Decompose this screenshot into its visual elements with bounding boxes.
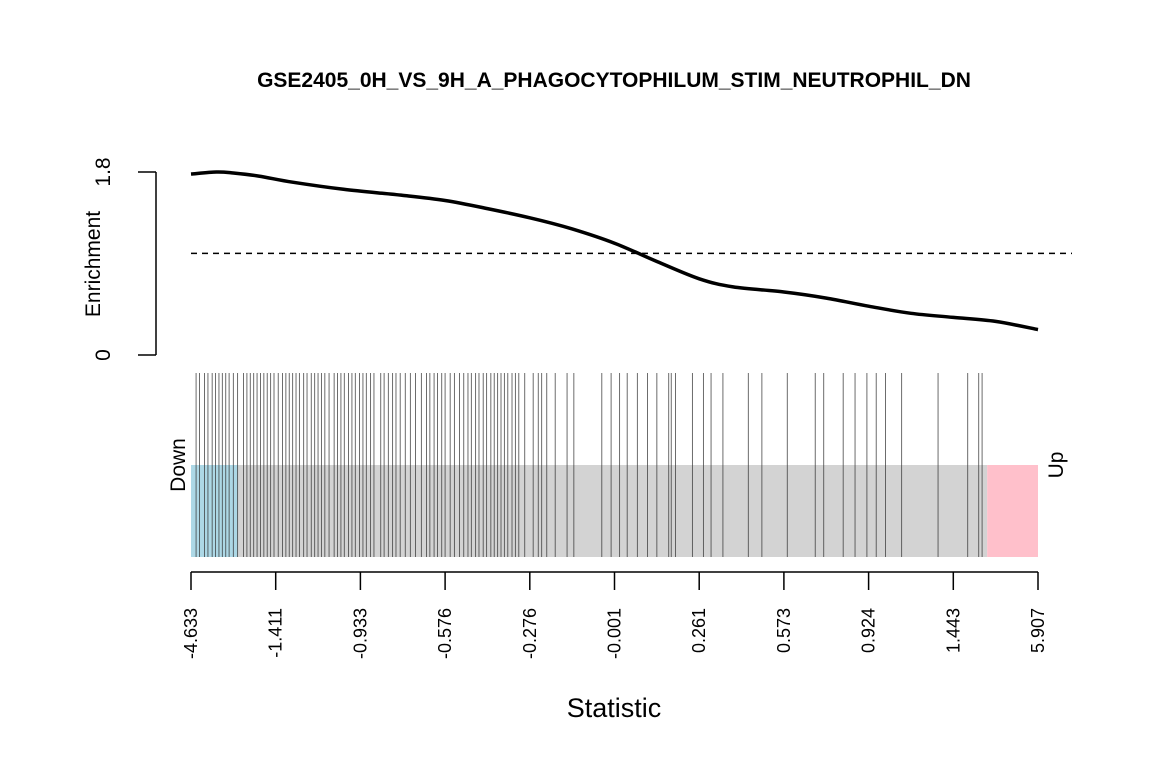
- y-tick-label-min: 0: [92, 349, 115, 361]
- band-middle: [237, 465, 988, 557]
- x-axis: -4.633 -1.411 -0.933 -0.576 -0.276 -0.001 0.26…: [181, 571, 1048, 723]
- x-axis-label: Statistic: [567, 693, 662, 723]
- down-label: Down: [167, 438, 190, 492]
- x-tick-label: 0.924: [859, 608, 879, 653]
- x-tick-label: -0.001: [605, 608, 625, 659]
- band-up: [987, 465, 1038, 557]
- x-tick-label: 5.907: [1028, 608, 1048, 653]
- y-tick-label-max: 1.8: [92, 157, 115, 186]
- chart-title: GSE2405_0H_VS_9H_A_PHAGOCYTOPHILUM_STIM_…: [257, 69, 971, 92]
- barcode-panel: Down Up: [167, 373, 1068, 557]
- x-tick-label: 0.573: [774, 608, 794, 653]
- band-down: [191, 465, 238, 557]
- x-tick-label: -4.633: [181, 608, 201, 659]
- x-tick-label: -0.933: [350, 608, 370, 659]
- enrichment-panel: 1.8 0 Enrichment: [82, 157, 1072, 361]
- x-tick-label: -1.411: [266, 608, 286, 658]
- x-tick-label: 0.261: [689, 608, 709, 653]
- x-tick-label: -0.576: [435, 608, 455, 659]
- x-tick-label: -0.276: [520, 608, 540, 659]
- enrichment-curve: [190, 170, 1039, 332]
- y-axis-label: Enrichment: [82, 211, 105, 317]
- x-tick-label: 1.443: [943, 608, 963, 653]
- up-label: Up: [1045, 452, 1068, 479]
